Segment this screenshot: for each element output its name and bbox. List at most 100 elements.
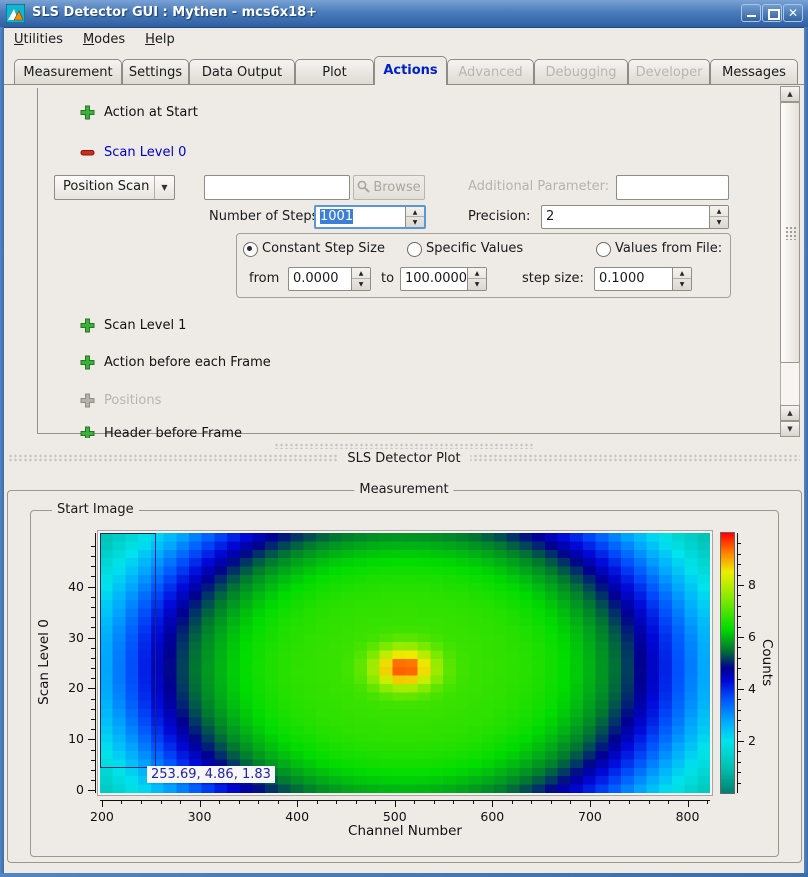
values-from-file-radio[interactable] — [596, 242, 611, 257]
action-item-positions[interactable]: Positions — [80, 392, 161, 409]
y-tick-label: 30 — [68, 629, 84, 645]
x-minor-tick — [628, 800, 630, 804]
spin-up-icon[interactable]: ▲ — [474, 270, 480, 277]
y-minor-tick — [91, 729, 95, 731]
plus-gray-icon[interactable] — [80, 393, 95, 408]
tab-actions[interactable]: Actions — [374, 56, 447, 85]
steps-spinbox[interactable]: 1001 ▲ ▼ — [314, 205, 426, 229]
constant-step-label[interactable]: Constant Step Size — [262, 241, 385, 256]
scan-file-input[interactable] — [204, 175, 350, 200]
spin-down-icon[interactable]: ▼ — [710, 216, 728, 228]
browse-button[interactable]: Browse — [353, 175, 425, 200]
scrollbar-thumb[interactable] — [780, 102, 800, 363]
spin-down-icon[interactable]: ▼ — [673, 278, 691, 290]
step-size-spinbox[interactable]: 0.1000 ▲ ▼ — [594, 267, 692, 291]
colorbar-minor-tick — [737, 761, 741, 763]
titlebar[interactable]: SLS Detector GUI : Mythen - mcs6x18+ ✕ — [0, 0, 808, 28]
specific-values-radio[interactable] — [407, 242, 422, 257]
plot-image-frame — [97, 530, 713, 796]
splitter-handle[interactable] — [274, 443, 534, 449]
y-minor-tick — [91, 668, 95, 670]
colorbar-tick-label: 6 — [748, 629, 756, 644]
specific-values-label[interactable]: Specific Values — [426, 241, 524, 256]
spin-up-icon[interactable]: ▲ — [412, 209, 418, 216]
plus-green-icon[interactable] — [80, 318, 95, 333]
menubar: Utilities Modes Help — [4, 28, 784, 51]
spin-down-icon[interactable]: ▼ — [406, 216, 424, 227]
x-tick-label: 700 — [578, 809, 602, 824]
spin-down-icon[interactable]: ▼ — [352, 278, 370, 290]
x-minor-tick — [355, 800, 357, 804]
colorbar-minor-tick — [737, 605, 741, 607]
colorbar-canvas — [721, 533, 734, 793]
action-item-scan-level-0[interactable]: Scan Level 0 — [80, 144, 186, 161]
scan-mode-select[interactable]: Position Scan ▼ — [54, 175, 175, 200]
x-tick — [687, 800, 689, 807]
tab-debugging[interactable]: Debugging — [534, 59, 628, 84]
browse-icon — [357, 180, 371, 193]
colorbar-minor-tick — [737, 782, 741, 784]
maximize-button[interactable] — [762, 4, 782, 22]
action-item-label: Action before each Frame — [104, 355, 271, 370]
action-item-action-before-frame[interactable]: Action before each Frame — [80, 354, 271, 371]
tab-measurement[interactable]: Measurement — [14, 59, 122, 84]
colorbar-minor-tick — [737, 574, 741, 576]
y-minor-tick — [91, 719, 95, 721]
actions-panel: Action at Start Scan Level 0 Scan Level 1 A… — [4, 85, 804, 438]
plus-green-icon[interactable] — [80, 355, 95, 370]
values-from-file-label[interactable]: Values from File: — [615, 241, 723, 256]
scroll-up-button-2[interactable]: ▲ — [780, 405, 800, 421]
y-tick-label: 10 — [68, 731, 84, 747]
plus-green-icon[interactable] — [80, 105, 95, 120]
colorbar-minor-tick — [737, 543, 741, 545]
heatmap-canvas[interactable] — [100, 533, 710, 793]
x-axis-title: Channel Number — [348, 823, 462, 839]
menu-modes[interactable]: Modes — [82, 32, 126, 47]
plus-green-icon[interactable] — [80, 426, 95, 438]
y-minor-tick — [91, 555, 95, 557]
x-minor-tick — [668, 800, 670, 804]
tab-data-output[interactable]: Data Output — [189, 59, 295, 84]
tab-messages[interactable]: Messages — [710, 59, 798, 84]
constant-step-radio[interactable] — [243, 242, 258, 257]
y-minor-tick — [91, 606, 95, 608]
minus-red-icon[interactable] — [80, 145, 95, 160]
tab-plot[interactable]: Plot — [295, 59, 374, 84]
close-button[interactable]: ✕ — [783, 4, 803, 22]
from-value: 0.0000 — [293, 271, 339, 286]
action-item-action-at-start[interactable]: Action at Start — [80, 104, 198, 121]
x-minor-tick — [414, 800, 416, 804]
y-tick — [88, 586, 95, 588]
y-minor-tick — [91, 596, 95, 598]
menu-help[interactable]: Help — [145, 32, 175, 47]
scroll-down-button[interactable]: ▼ — [780, 421, 800, 437]
x-minor-tick — [316, 800, 318, 804]
arrow-up-icon: ▲ — [787, 90, 793, 98]
chevron-down-icon[interactable]: ▼ — [154, 176, 174, 199]
spin-up-icon[interactable]: ▲ — [716, 208, 722, 215]
tab-settings[interactable]: Settings — [122, 59, 189, 84]
additional-parameter-input[interactable] — [616, 175, 729, 200]
tab-advanced[interactable]: Advanced — [447, 59, 534, 84]
spin-down-icon[interactable]: ▼ — [468, 278, 486, 290]
minimize-button[interactable] — [741, 4, 761, 22]
spin-up-icon[interactable]: ▲ — [679, 270, 685, 277]
x-minor-tick — [609, 800, 611, 804]
precision-spinbox[interactable]: 2 ▲ ▼ — [541, 205, 729, 229]
tab-developer[interactable]: Developer — [628, 59, 710, 84]
action-item-header-before-frame[interactable]: Header before Frame — [80, 425, 242, 438]
menu-utilities[interactable]: Utilities — [14, 32, 63, 47]
colorbar-minor-tick — [737, 699, 741, 701]
precision-value: 2 — [546, 209, 555, 224]
spin-up-icon[interactable]: ▲ — [358, 270, 364, 277]
step-mode-groupbox — [236, 233, 731, 298]
x-tick-label: 600 — [480, 809, 505, 824]
scroll-up-button[interactable]: ▲ — [780, 86, 800, 102]
colorbar-minor-tick — [737, 730, 741, 732]
action-item-scan-level-1[interactable]: Scan Level 1 — [80, 317, 186, 334]
y-tick-label: 20 — [68, 680, 84, 696]
from-spinbox[interactable]: 0.0000 ▲ ▼ — [288, 267, 371, 291]
to-spinbox[interactable]: 100.0000 ▲ ▼ — [400, 267, 487, 291]
colorbar-tick — [737, 689, 744, 690]
